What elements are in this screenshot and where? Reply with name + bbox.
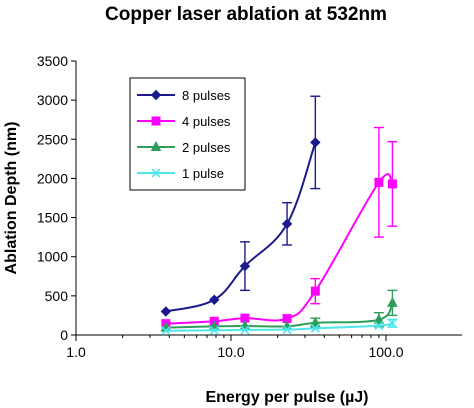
data-point [161,326,171,336]
legend-swatch-marker [150,89,162,101]
legend-box [129,77,246,191]
data-point [310,323,320,333]
data-point [387,318,397,328]
series-layer [160,95,398,336]
data-point [209,294,220,305]
legend: 8 pulses 4 pulses 2 pulses 1 pulse [129,77,246,191]
x-marker-stroke [282,324,292,335]
chart-title: Copper laser ablation at 532nm [105,4,387,25]
series-8-pulses [160,95,321,317]
axes [75,61,462,336]
data-point [209,325,219,335]
y-tick-label: 500 [45,288,69,304]
x-axis-title: Energy per pulse (µJ) [205,389,368,406]
legend-swatch-marker [151,168,161,178]
y-tick-label: 1500 [37,210,68,226]
legend-label: 2 pulses [182,140,231,155]
x-marker-stroke [387,318,397,328]
x-tick-label: 100.0 [368,344,403,360]
x-marker-stroke [151,168,161,178]
data-point [281,218,293,230]
legend-item-1-pulse: 1 pulse [137,166,224,181]
legend-swatch-marker [151,116,161,126]
data-point [240,325,250,335]
x-tick-label: 10.0 [217,344,244,360]
x-axis-ticks: 1.0 10.0 100.0 [66,335,404,360]
data-point [387,179,397,189]
data-point [310,137,321,148]
x-marker-stroke [310,323,320,333]
data-point [160,306,172,317]
y-axis-title: Ablation Depth (nm) [3,122,20,275]
data-point [239,260,251,272]
y-axis-ticks: 0 500 1000 1500 2000 2500 3000 3500 [37,53,76,343]
y-tick-label: 3500 [37,53,68,69]
y-tick-label: 3000 [37,92,68,108]
data-point [373,313,385,324]
y-tick-label: 2500 [37,131,68,147]
data-point [374,177,384,187]
x-marker-stroke [240,325,250,335]
data-point [387,296,398,307]
series-1-pulse [161,318,398,336]
y-tick-label: 1000 [37,249,68,265]
y-tick-label: 2000 [37,170,68,186]
legend-swatch-marker [150,140,162,151]
series-line-2-pulses [165,302,394,329]
legend-item-8-pulses: 8 pulses [137,88,231,103]
legend-label: 1 pulse [182,166,224,181]
data-point [282,324,292,335]
data-point [310,316,321,327]
x-marker-stroke [374,321,384,331]
series-2-pulses [160,289,398,332]
x-tick-label: 1.0 [66,344,86,360]
series-line-4-pulses [165,173,394,325]
x-marker-stroke [161,326,171,336]
x-marker-stroke [209,325,219,335]
legend-item-2-pulses: 2 pulses [137,140,231,155]
data-point [310,286,320,296]
data-point [374,321,384,331]
legend-item-4-pulses: 4 pulses [137,114,231,129]
legend-label: 8 pulses [182,88,231,103]
y-tick-label: 0 [60,327,68,343]
legend-label: 4 pulses [182,114,231,129]
